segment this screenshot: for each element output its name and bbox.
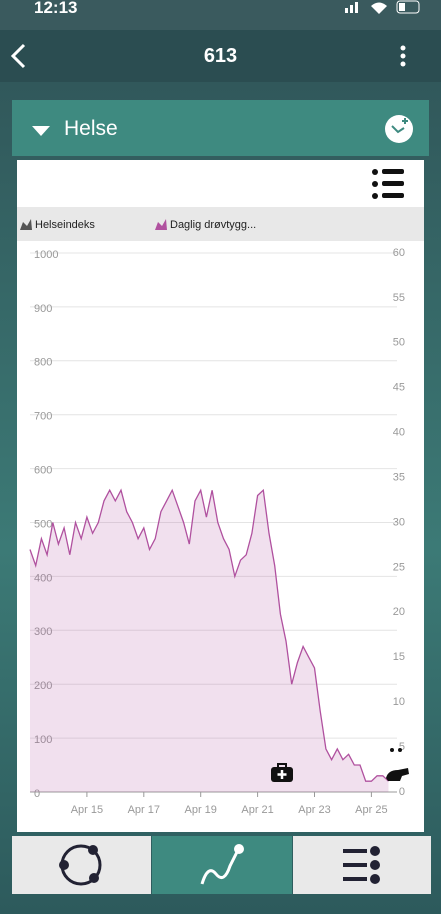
- tab-chart[interactable]: [152, 836, 292, 894]
- y2-tick-label: 0: [399, 786, 405, 798]
- legend-label: Helseindeks: [35, 219, 95, 231]
- nav-bar: 613: [0, 30, 441, 82]
- y-tick-label: 1000: [34, 249, 58, 261]
- bottom-tabs: [12, 836, 431, 894]
- series-line: [29, 488, 389, 782]
- tab-overview[interactable]: [12, 836, 151, 894]
- x-tick-label: Apr 17: [128, 804, 160, 816]
- back-button[interactable]: [8, 42, 30, 70]
- y2-tick-label: 30: [393, 516, 405, 528]
- y-tick-label: 0: [34, 788, 40, 800]
- y-tick-label: 200: [34, 680, 52, 692]
- y-tick-label: 800: [34, 357, 52, 369]
- y2-tick-label: 55: [393, 292, 405, 304]
- x-tick-label: Apr 19: [184, 804, 216, 816]
- legend-swatch: [20, 219, 32, 230]
- legend-swatch: [155, 219, 167, 230]
- x-tick-label: Apr 21: [241, 804, 273, 816]
- y2-tick-label: 50: [393, 337, 405, 349]
- y-tick-label: 700: [34, 411, 52, 423]
- y2-tick-label: 45: [393, 382, 405, 394]
- y-tick-label: 500: [34, 518, 52, 530]
- y-tick-label: 100: [34, 734, 52, 746]
- area-fill: [30, 490, 389, 792]
- status-bar: 12:13: [0, 0, 441, 30]
- tab-list[interactable]: [293, 836, 431, 894]
- collapse-icon: [32, 126, 50, 136]
- y-tick-label: 900: [34, 303, 52, 315]
- y-tick-label: 400: [34, 572, 52, 584]
- status-time: 12:13: [34, 0, 78, 17]
- legend: [17, 207, 424, 241]
- y-tick-label: 600: [34, 465, 52, 477]
- event-icons: [271, 748, 409, 782]
- page-title: 613: [203, 45, 238, 67]
- x-tick-label: Apr 25: [355, 804, 387, 816]
- panel-title: Helse: [64, 117, 118, 140]
- legend-label: Daglig drøvtygg...: [170, 219, 256, 231]
- y2-tick-label: 10: [393, 696, 405, 708]
- x-tick-label: Apr 15: [71, 804, 103, 816]
- status-icons: [345, 0, 420, 14]
- y2-tick-label: 35: [393, 471, 405, 483]
- y2-tick-label: 15: [393, 651, 405, 663]
- y2-tick-label: 25: [393, 561, 405, 573]
- y2-tick-label: 20: [393, 606, 405, 618]
- plot: 0 100 200 300 400 500 600 700 800 900 1000 0 5 10 15 20…: [20, 219, 405, 816]
- x-tick-label: Apr 23: [298, 804, 330, 816]
- menu-button[interactable]: [396, 44, 410, 70]
- chart-card: [17, 160, 424, 832]
- y-tick-label: 300: [34, 626, 52, 638]
- y2-tick-label: 5: [399, 741, 405, 753]
- add-button[interactable]: [384, 114, 414, 144]
- y2-tick-label: 40: [393, 427, 405, 439]
- panel-header[interactable]: Helse: [12, 100, 429, 156]
- y2-tick-label: 60: [393, 247, 405, 259]
- list-icon[interactable]: [371, 168, 407, 200]
- chart: 0 100 200 300 400 500 600 700 800 900 1000 0 5 10 15 20…: [20, 219, 409, 816]
